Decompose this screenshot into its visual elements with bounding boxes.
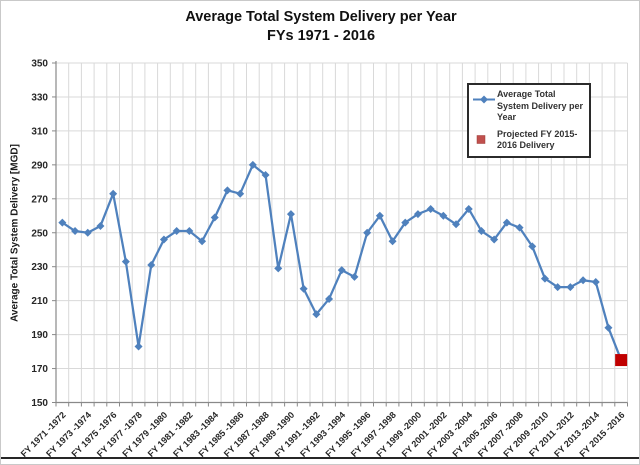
- diamond-data-point: [147, 261, 156, 270]
- diamond-data-point: [185, 227, 194, 236]
- delivery-line-series: [61, 163, 623, 361]
- y-tick-label: 310: [31, 126, 48, 137]
- y-tick-label: 250: [31, 228, 48, 239]
- diamond-data-point: [172, 227, 181, 236]
- diamond-data-point: [375, 211, 384, 220]
- diamond-data-point: [337, 266, 346, 275]
- diamond-data-point: [591, 277, 600, 286]
- diamond-data-point: [502, 218, 511, 227]
- y-tick-label: 270: [31, 194, 48, 205]
- diamond-data-point: [566, 283, 575, 292]
- y-axis-title: Average Total System Delivery [MGD]: [9, 144, 21, 322]
- diamond-data-point: [210, 213, 219, 222]
- diamond-data-point: [299, 284, 308, 293]
- diamond-data-point: [109, 189, 118, 198]
- legend-item-projected: Projected FY 2015-2016 Delivery: [473, 129, 586, 152]
- diamond-data-point: [464, 204, 473, 213]
- diamond-data-point: [363, 228, 372, 237]
- bottom-border-rule: [1, 457, 639, 459]
- series-layer: [58, 160, 628, 367]
- diamond-data-point: [274, 264, 283, 273]
- diamond-data-point: [579, 276, 588, 285]
- diamond-data-point: [439, 211, 448, 220]
- diamond-data-point: [604, 323, 613, 332]
- diamond-data-point: [426, 204, 435, 213]
- diamond-data-point: [83, 228, 92, 237]
- legend-label: Average Total System Delivery per Year: [497, 89, 584, 122]
- projected-data-point: [615, 354, 628, 367]
- diamond-data-point: [452, 220, 461, 229]
- diamond-data-point: [58, 218, 67, 227]
- diamond-data-point: [515, 223, 524, 232]
- diamond-data-point: [96, 221, 105, 230]
- diamond-data-point: [540, 274, 549, 283]
- diamond-data-point: [401, 218, 410, 227]
- legend: Average Total System Delivery per Year P…: [467, 83, 591, 158]
- diamond-data-point: [286, 210, 295, 219]
- y-tick-label: 350: [31, 59, 48, 70]
- diamond-data-point: [413, 210, 422, 219]
- diamond-data-point: [528, 242, 537, 251]
- gridlines: [56, 62, 628, 403]
- line-diamond-marker-icon: [473, 89, 497, 109]
- chart-title: Average Total System Delivery per Year F…: [1, 8, 639, 46]
- chart-title-line2: FYs 1971 - 2016: [266, 28, 376, 44]
- diamond-data-point: [477, 227, 486, 236]
- diamond-data-point: [121, 257, 130, 266]
- diamond-data-point: [388, 237, 397, 246]
- legend-item-delivery: Average Total System Delivery per Year: [473, 89, 586, 124]
- diamond-data-point: [261, 171, 270, 180]
- y-tick-label: 150: [31, 398, 48, 409]
- diamond-data-point: [312, 310, 321, 319]
- y-tick-label: 210: [31, 296, 48, 307]
- diamond-data-point: [490, 235, 499, 244]
- diamond-data-point: [159, 235, 168, 244]
- diamond-data-point: [350, 272, 359, 281]
- y-tick-label: 290: [31, 160, 48, 171]
- diamond-data-point: [134, 342, 143, 351]
- diamond-data-point: [223, 186, 232, 195]
- diamond-data-point: [248, 160, 257, 169]
- y-tick-label: 190: [31, 330, 48, 341]
- diamond-data-point: [198, 237, 207, 246]
- axes: [52, 61, 628, 407]
- diamond-data-point: [71, 227, 80, 236]
- y-tick-label: 330: [31, 92, 48, 103]
- chart-title-line1: Average Total System Delivery per Year: [185, 9, 457, 25]
- diamond-data-point: [236, 189, 245, 198]
- diamond-data-point: [553, 283, 562, 292]
- diamond-data-point: [325, 294, 334, 303]
- red-square-marker-icon: [473, 129, 497, 149]
- y-tick-label: 170: [31, 364, 48, 375]
- y-tick-label: 230: [31, 262, 48, 273]
- x-tick-label: FY 2015 -2016: [577, 410, 626, 459]
- legend-label: Projected FY 2015-2016 Delivery: [497, 128, 578, 151]
